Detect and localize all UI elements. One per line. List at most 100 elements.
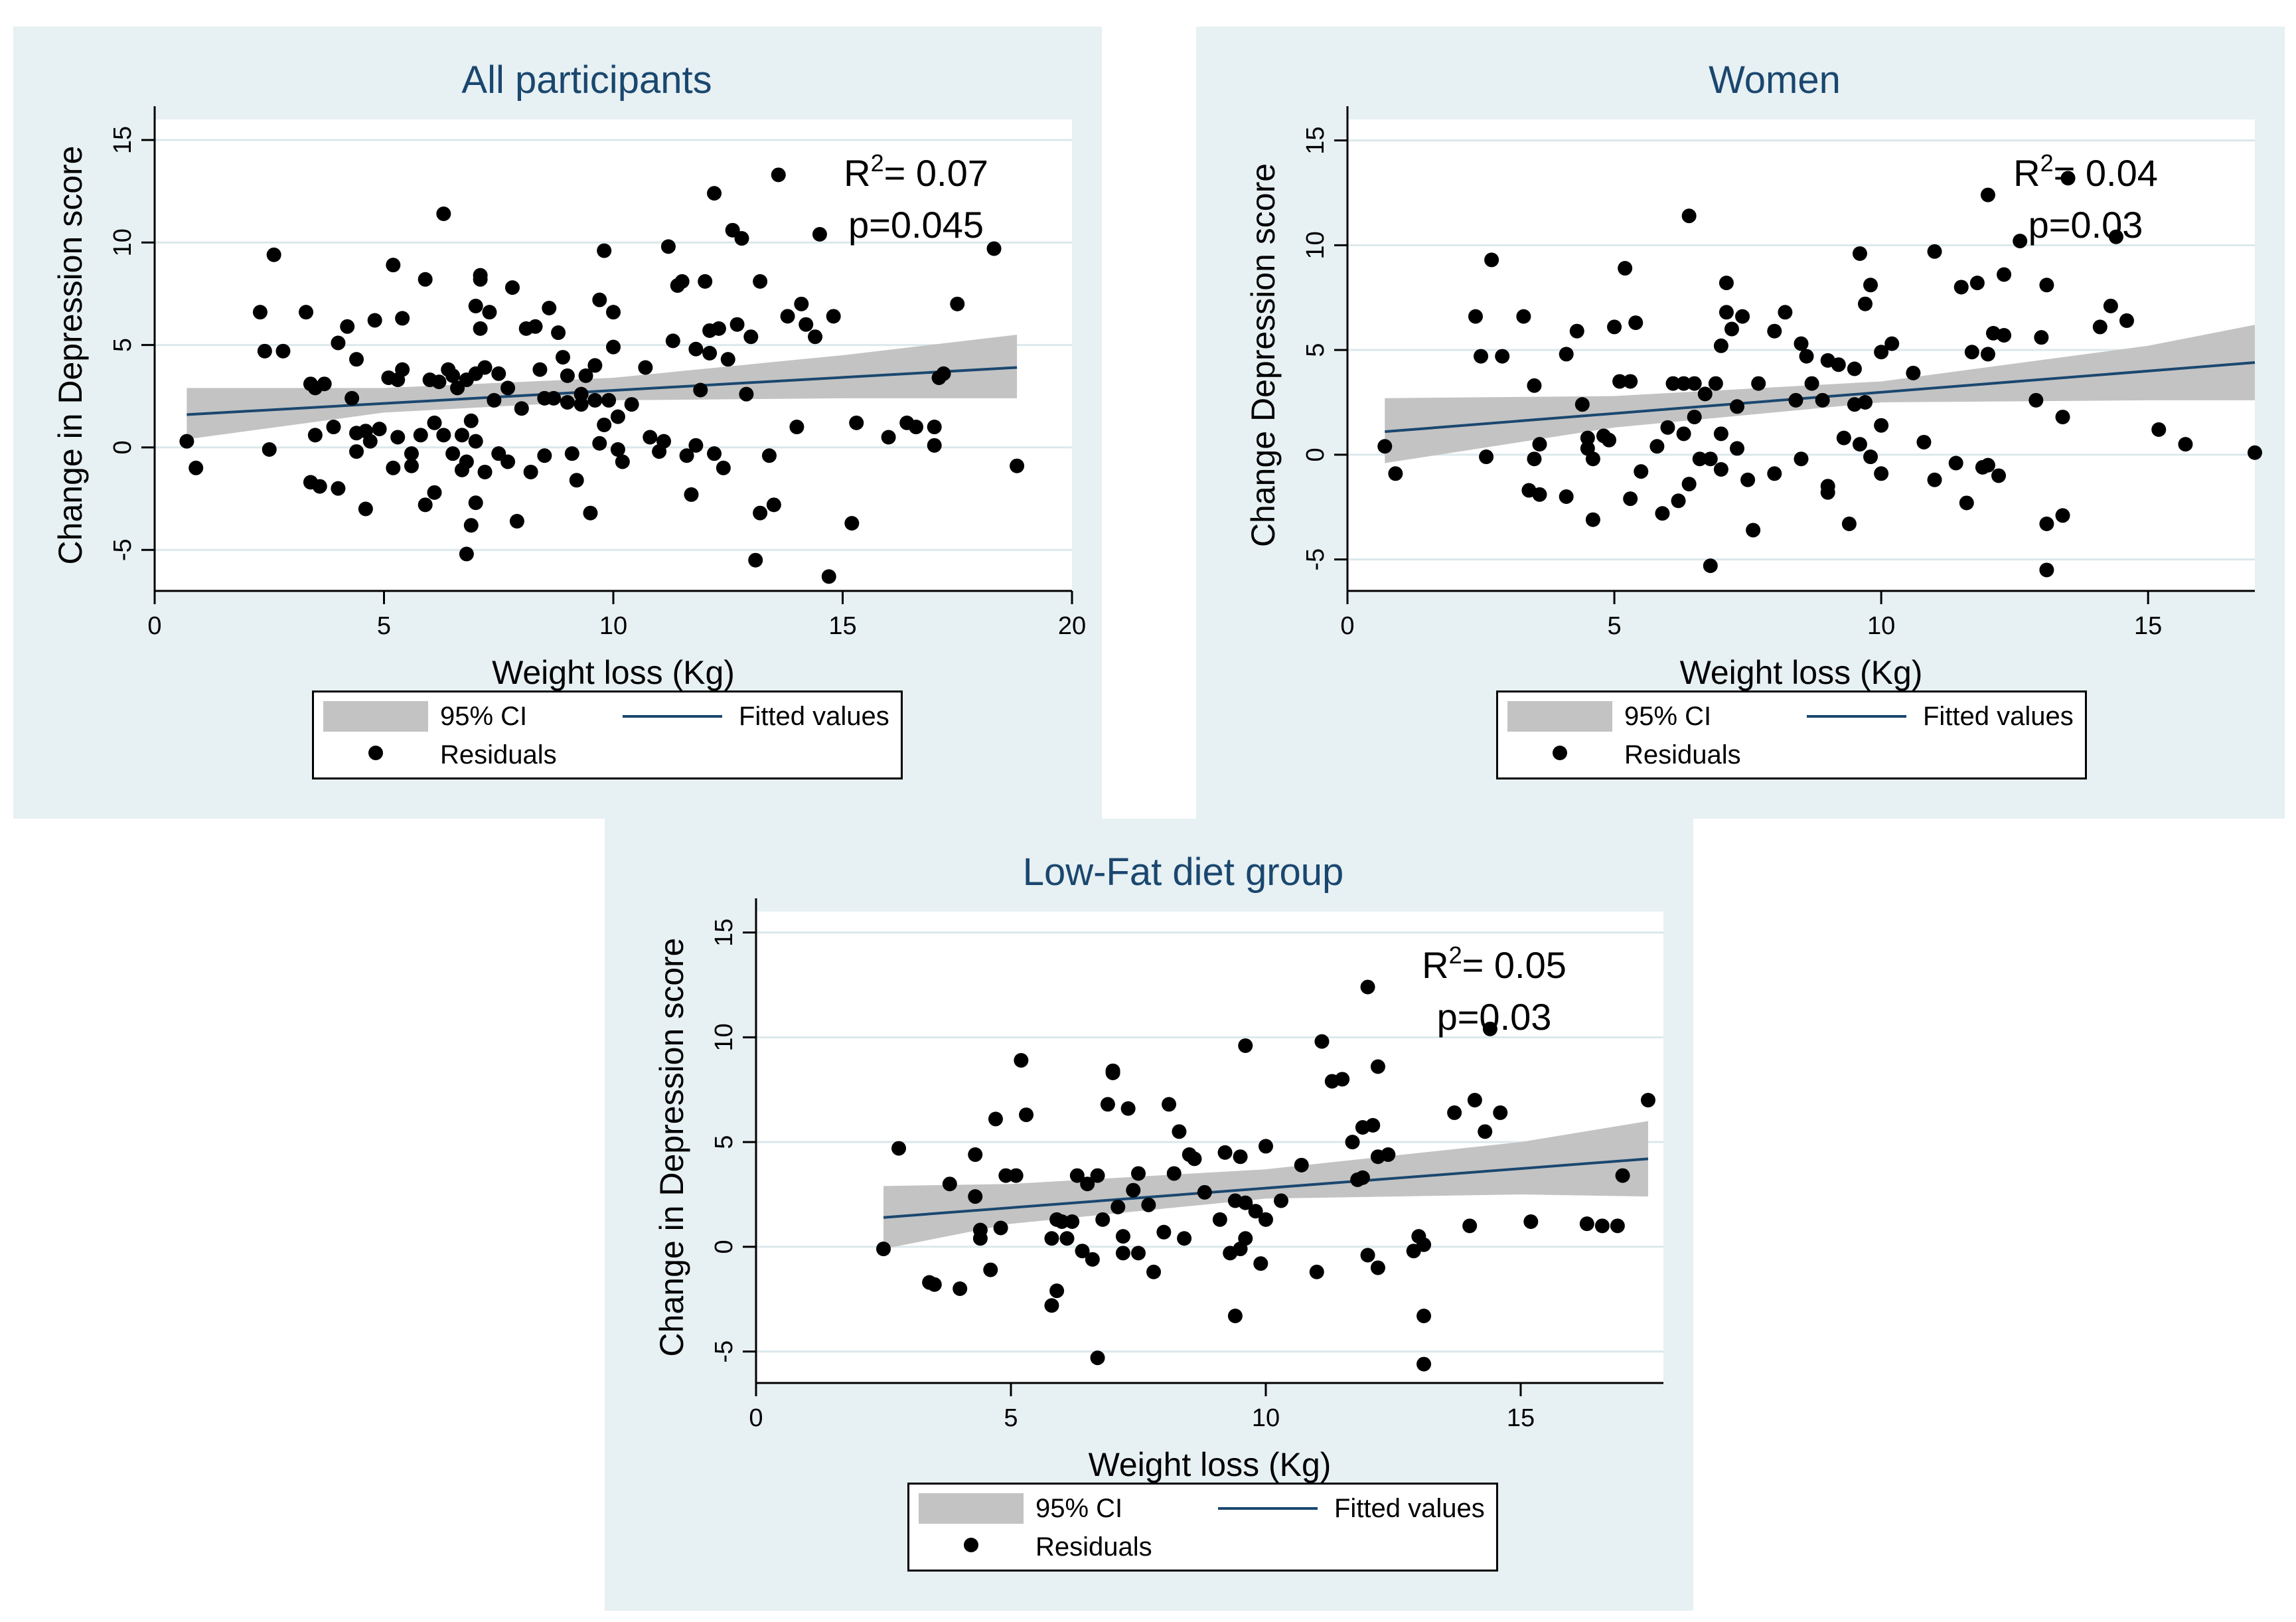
legend-residuals-label: Residuals <box>1035 1532 1152 1562</box>
residual-point <box>766 497 781 513</box>
residual-point <box>1687 410 1702 425</box>
residual-point <box>473 321 488 336</box>
residual-point <box>1365 1117 1381 1133</box>
residual-point <box>307 428 323 443</box>
residual-point <box>312 479 327 494</box>
residual-point <box>1080 1176 1095 1192</box>
residual-point <box>876 1242 891 1257</box>
residual-point <box>358 501 373 517</box>
residual-point <box>1049 1283 1065 1299</box>
residual-point <box>2039 517 2054 532</box>
legend-ci-label: 95% CI <box>1624 702 1712 731</box>
residual-point <box>1735 309 1750 324</box>
y-tick-label: 5 <box>1302 343 1330 357</box>
residual-point <box>849 415 864 430</box>
residual-point <box>1703 558 1718 574</box>
residual-point <box>1130 1246 1146 1261</box>
residual-point <box>1927 244 1942 259</box>
residual-point <box>1130 1166 1146 1181</box>
residual-point <box>427 415 442 430</box>
residual-point <box>707 186 722 201</box>
residual-point <box>601 392 617 408</box>
residual-point <box>1607 319 1622 335</box>
y-tick-label: -5 <box>1302 548 1330 571</box>
residual-point <box>1602 432 1617 447</box>
residual-point <box>1953 280 1969 295</box>
y-tick-label: 0 <box>109 440 137 454</box>
residual-point <box>656 434 672 449</box>
residual-point <box>395 362 410 377</box>
residual-point <box>748 552 763 568</box>
residual-point <box>660 239 676 254</box>
residual-point <box>1746 523 1761 538</box>
residual-point <box>844 516 860 531</box>
residual-point <box>436 206 451 221</box>
residual-point <box>1238 1231 1253 1246</box>
residual-point <box>1482 1021 1497 1036</box>
residual-point <box>445 368 461 383</box>
residual-point <box>1335 1072 1350 1087</box>
residual-point <box>1085 1252 1100 1267</box>
residual-point <box>587 392 603 408</box>
residual-point <box>331 335 346 351</box>
legend-fit-swatch <box>1218 1507 1318 1510</box>
residual-point <box>1841 517 1857 532</box>
residual-point <box>1863 278 1878 293</box>
y-tick-label: 10 <box>109 228 137 256</box>
residual-point <box>1095 1212 1110 1227</box>
residual-point <box>431 374 447 390</box>
p-value-label: p=0.03 <box>2028 204 2143 246</box>
residual-point <box>1370 1260 1385 1275</box>
r-squared-value: = 0.05 <box>1462 944 1567 986</box>
residual-point <box>927 1277 942 1292</box>
residual-point <box>972 1231 988 1246</box>
residual-point <box>504 280 520 295</box>
legend-fit-label: Fitted values <box>1923 702 2074 731</box>
residual-point <box>734 231 749 246</box>
residual-point <box>1044 1298 1059 1313</box>
residual-point <box>1980 457 1995 473</box>
y-tick-label: 0 <box>1302 447 1330 461</box>
residual-point <box>189 460 204 475</box>
residual-point <box>1212 1212 1227 1227</box>
residual-point <box>349 444 364 459</box>
residual-point <box>1687 376 1702 391</box>
chart-svg-all-participants: -5 0 5 10 15 0 5 10 15 20 All participants Weight l… <box>52 58 1086 691</box>
residual-point <box>569 473 584 488</box>
residual-point <box>1740 472 1756 487</box>
residual-point <box>1703 451 1718 467</box>
x-tick-label: 10 <box>1867 612 1895 640</box>
residual-point <box>463 518 479 533</box>
residual-point <box>427 485 442 500</box>
residual-point <box>1724 321 1739 337</box>
residual-point <box>1360 979 1375 995</box>
residual-point <box>2248 445 2262 460</box>
residual-point <box>1493 1105 1508 1120</box>
residual-point <box>826 309 841 324</box>
residual-point <box>1197 1184 1212 1200</box>
residual-point <box>1377 439 1393 454</box>
residual-point <box>1559 489 1574 504</box>
r-squared-letter: R <box>1422 944 1448 986</box>
residual-point <box>487 392 502 408</box>
residual-point <box>1964 345 1979 360</box>
residual-point <box>891 1141 907 1156</box>
x-tick-label: 15 <box>828 612 856 640</box>
residual-point <box>2092 319 2107 335</box>
residual-point <box>950 296 965 311</box>
residual-point <box>491 366 506 381</box>
y-tick-label: 5 <box>710 1135 738 1149</box>
residual-point <box>523 464 538 479</box>
residual-point <box>537 448 552 463</box>
residual-point <box>362 434 378 449</box>
residual-point <box>1623 491 1638 507</box>
residual-point <box>395 311 410 326</box>
residual-point <box>560 368 575 383</box>
p-value-label: p=0.045 <box>848 204 984 246</box>
residual-point <box>679 448 694 463</box>
y-tick-label: 10 <box>710 1023 738 1051</box>
residual-point <box>1008 1168 1024 1183</box>
y-tick-label: 15 <box>109 126 137 154</box>
residual-point <box>1681 477 1697 492</box>
p-value-label: p=0.03 <box>1437 996 1552 1038</box>
